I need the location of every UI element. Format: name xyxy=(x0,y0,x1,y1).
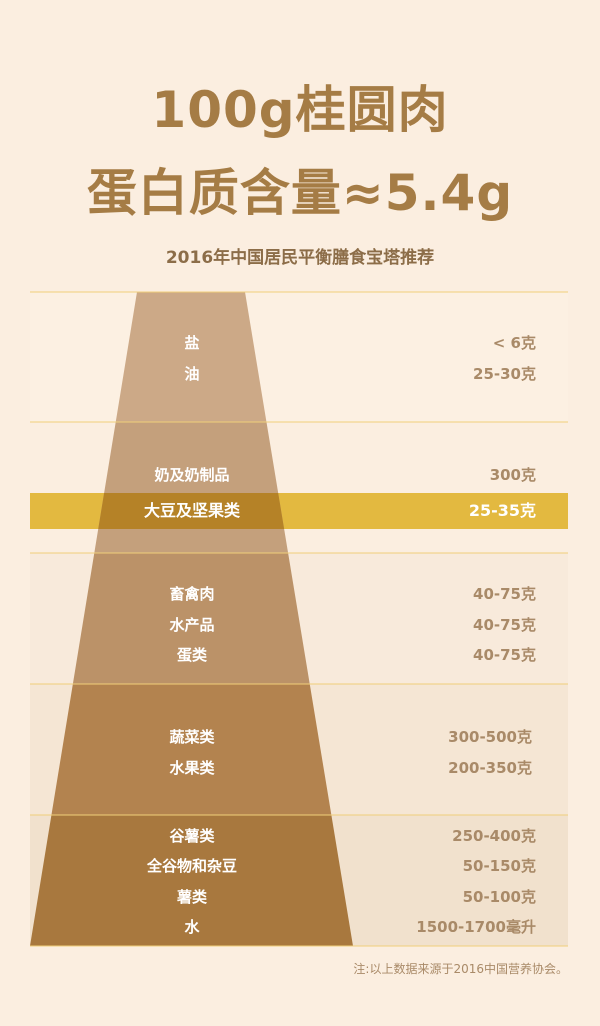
pyramid-tier xyxy=(51,684,332,815)
item-amount: 40-75克 xyxy=(473,616,536,634)
item-amount: 25-30克 xyxy=(473,365,536,383)
item-name: 薯类 xyxy=(176,888,207,906)
pyramid-tier xyxy=(94,422,289,553)
item-name: 水 xyxy=(184,918,200,936)
item-amount: 300克 xyxy=(489,466,536,484)
item-name: 全谷物和杂豆 xyxy=(146,857,237,875)
item-name: 畜禽肉 xyxy=(169,585,215,603)
item-amount: 300-500克 xyxy=(448,728,532,746)
item-amount: 250-400克 xyxy=(452,827,536,845)
item-name-highlighted: 大豆及坚果类 xyxy=(143,501,240,520)
item-amount: 1500-1700毫升 xyxy=(416,918,536,936)
item-name: 谷薯类 xyxy=(169,827,215,845)
item-name: 水果类 xyxy=(169,759,215,777)
pyramid-highlight xyxy=(98,493,285,529)
item-amount-highlighted: 25-35克 xyxy=(468,501,536,520)
item-amount: 50-150克 xyxy=(462,857,536,875)
item-name: 盐 xyxy=(184,334,200,352)
item-name: 蔬菜类 xyxy=(169,728,215,746)
item-name: 蛋类 xyxy=(176,646,207,664)
item-name: 奶及奶制品 xyxy=(154,466,230,484)
item-amount: 200-350克 xyxy=(448,759,532,777)
pyramid-tier xyxy=(30,815,353,946)
pyramid-tier xyxy=(115,292,267,422)
item-amount: 40-75克 xyxy=(473,585,536,603)
title-line-1: 100g桂圆肉 xyxy=(151,81,449,139)
tier-band xyxy=(30,292,568,422)
item-amount: < 6克 xyxy=(492,334,536,352)
pyramid-tier xyxy=(72,553,310,684)
subtitle: 2016年中国居民平衡膳食宝塔推荐 xyxy=(165,248,435,268)
title-line-2: 蛋白质含量≈5.4g xyxy=(86,164,514,222)
item-name: 油 xyxy=(184,365,200,383)
source-note: 注:以上数据来源于2016中国营养协会。 xyxy=(353,962,568,976)
item-name: 水产品 xyxy=(169,616,215,634)
item-amount: 50-100克 xyxy=(462,888,536,906)
item-amount: 40-75克 xyxy=(473,646,536,664)
